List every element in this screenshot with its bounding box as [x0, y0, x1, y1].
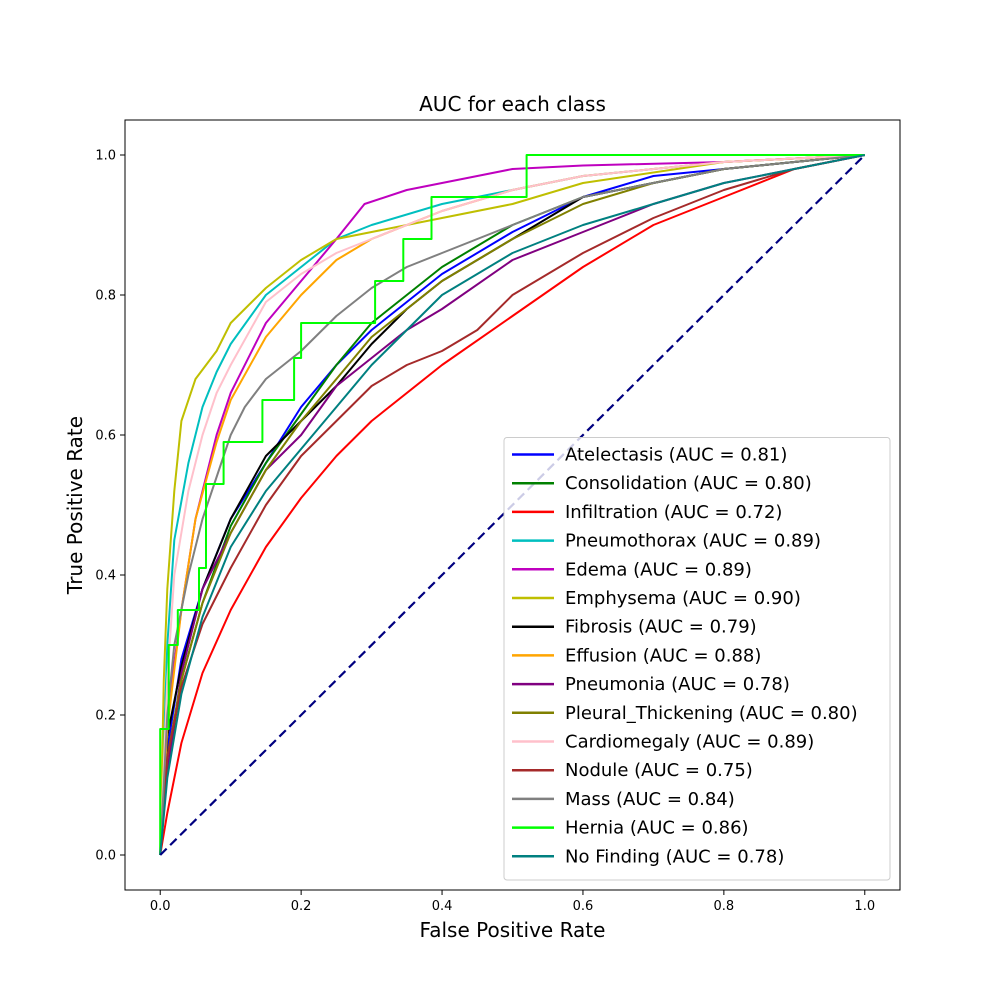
legend-label: Cardiomegaly (AUC = 0.89): [565, 732, 814, 753]
y-tick-label: 0.4: [95, 569, 116, 584]
legend-label: No Finding (AUC = 0.78): [565, 846, 784, 867]
roc-line-nodule: [159, 154, 865, 856]
x-tick-label: 0.4: [432, 899, 453, 914]
plot-frame: [124, 119, 901, 891]
legend-label: Atelectasis (AUC = 0.81): [565, 445, 787, 466]
legend-box: [503, 437, 891, 881]
legend: Atelectasis (AUC = 0.81) Consolidation (A…: [503, 437, 891, 881]
roc-line-mass: [159, 154, 865, 856]
legend-label: Mass (AUC = 0.84): [565, 789, 735, 810]
y-axis-title: True Positive Rate: [63, 416, 87, 595]
y-tick-label: 1.0: [95, 149, 116, 164]
y-tick-label: 0.8: [95, 289, 116, 304]
legend-label: Effusion (AUC = 0.88): [565, 645, 761, 666]
legend-label: Pneumothorax (AUC = 0.89): [565, 531, 821, 552]
legend-label: Edema (AUC = 0.89): [565, 559, 752, 580]
roc-line-hernia: [159, 154, 865, 855]
roc-line-no-finding: [159, 154, 865, 856]
x-tick-label: 0.6: [573, 899, 594, 914]
legend-label: Pneumonia (AUC = 0.78): [565, 674, 790, 695]
legend-label: Fibrosis (AUC = 0.79): [565, 617, 757, 638]
x-tick-label: 0.8: [714, 899, 735, 914]
y-tick-label: 0.2: [95, 709, 116, 724]
x-axis: 0.0 0.2 0.4 0.6 0.8 1.0: [150, 890, 875, 914]
x-tick-label: 1.0: [854, 899, 875, 914]
legend-label: Consolidation (AUC = 0.80): [565, 473, 812, 494]
legend-label: Infiltration (AUC = 0.72): [565, 502, 782, 523]
chart-title: AUC for each class: [419, 92, 606, 116]
legend-label: Emphysema (AUC = 0.90): [565, 588, 801, 609]
y-tick-label: 0.0: [95, 849, 116, 864]
roc-line-infiltration: [159, 154, 865, 856]
x-tick-label: 0.0: [150, 899, 171, 914]
x-axis-title: False Positive Rate: [420, 918, 606, 942]
y-axis: 0.0 0.2 0.4 0.6 0.8 1.0: [95, 149, 125, 864]
roc-line-cardiomegaly: [159, 154, 865, 856]
legend-label: Pleural_Thickening (AUC = 0.80): [565, 703, 858, 724]
legend-label: Hernia (AUC = 0.86): [565, 818, 749, 839]
y-tick-label: 0.6: [95, 429, 116, 444]
x-tick-label: 0.2: [291, 899, 312, 914]
roc-line-emphysema: [159, 154, 865, 856]
legend-label: Nodule (AUC = 0.75): [565, 760, 753, 781]
